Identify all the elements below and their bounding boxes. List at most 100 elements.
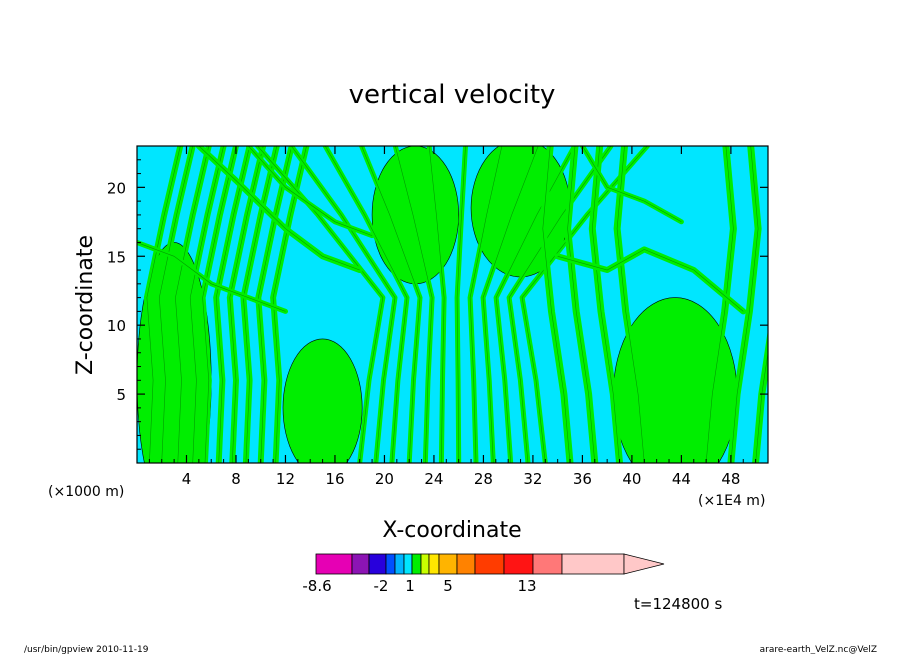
colorbar-label: -2 <box>374 577 389 595</box>
contour-line <box>324 146 408 463</box>
contour-line <box>616 146 645 463</box>
positive-band <box>519 146 650 463</box>
contour-line <box>591 146 620 463</box>
positive-band <box>480 146 541 463</box>
colorbar-label: 1 <box>405 577 415 595</box>
x-tick-label: 28 <box>474 470 493 488</box>
positive-band <box>564 146 599 463</box>
y-tick-label: 20 <box>107 179 126 197</box>
colorbar-segment <box>503 553 534 575</box>
contour-line <box>202 146 237 463</box>
colorbar-segment <box>394 553 405 575</box>
contour-line <box>361 146 421 463</box>
colorbar-extend-arrow <box>623 553 665 575</box>
contour-line <box>146 146 181 463</box>
contour-line <box>257 146 384 463</box>
x-tick-label: 8 <box>231 470 241 488</box>
positive-band <box>752 329 768 463</box>
y-tick-label: 10 <box>107 317 126 335</box>
x-tick-label: 20 <box>375 470 394 488</box>
contour-line <box>730 146 759 463</box>
positive-band <box>426 146 447 463</box>
positive-band <box>137 240 288 314</box>
colorbar-segment <box>428 553 440 575</box>
colorbar-segment <box>368 553 387 575</box>
positive-band <box>454 146 468 463</box>
positive-band <box>392 146 435 463</box>
y-tick-label: 5 <box>116 386 126 404</box>
plot-area <box>136 145 769 464</box>
positive-band <box>322 146 410 463</box>
contour-line <box>158 146 193 463</box>
footer-right: arare-earth_VelZ.nc@VelZ <box>760 645 877 654</box>
positive-band <box>255 146 295 463</box>
contour-line <box>229 146 264 463</box>
positive-band <box>187 146 227 463</box>
colorbar-segment <box>474 553 505 575</box>
velocity-field <box>137 146 768 463</box>
x-tick-label: 32 <box>523 470 542 488</box>
contour-line <box>755 350 768 463</box>
y-axis: 5 10 15 20 <box>107 159 768 450</box>
positive-band <box>554 246 747 315</box>
positive-band <box>199 146 239 463</box>
contour-line <box>248 146 373 236</box>
colorbar-segment <box>532 553 563 575</box>
positive-band <box>613 146 648 463</box>
contour-line <box>215 146 250 463</box>
colorbar-segment <box>315 553 353 575</box>
colorbar-labels: -8.6 -2 1 5 13 <box>302 577 536 595</box>
contour-line <box>482 146 539 463</box>
colorbar-segment <box>438 553 458 575</box>
positive-band <box>213 146 253 463</box>
colorbar-segment <box>420 553 430 575</box>
contour-line <box>582 146 682 223</box>
positive-band <box>588 146 623 463</box>
positive-band <box>143 146 184 463</box>
x-tick-label: 44 <box>672 470 691 488</box>
positive-band <box>727 146 762 463</box>
x-unit-right: (×1E4 m) <box>698 493 765 509</box>
colorbar-segment <box>561 553 625 575</box>
x-axis: 4 8 12 16 20 24 28 32 36 40 44 48 <box>148 146 757 488</box>
contour-line <box>456 146 466 463</box>
contour-line <box>705 146 734 463</box>
contour-line <box>567 146 596 463</box>
contour-line <box>557 249 744 312</box>
colorbar-segment <box>411 553 422 575</box>
x-axis-label: X-coordinate <box>382 518 521 543</box>
contour-line <box>175 146 210 463</box>
x-tick-label: 24 <box>424 470 443 488</box>
footer-left: /usr/bin/gpview 2010-11-19 <box>24 645 149 654</box>
positive-band <box>539 146 574 463</box>
contour-line <box>198 146 360 271</box>
positive-band <box>359 146 423 463</box>
positive-band <box>579 146 684 225</box>
contour-line <box>291 146 396 463</box>
colorbar-segment <box>385 553 396 575</box>
positive-band <box>172 146 212 463</box>
x-tick-label: 40 <box>622 470 641 488</box>
positive-band <box>288 146 398 463</box>
positive-band <box>156 146 196 463</box>
time-label: t=124800 s <box>634 595 722 613</box>
positive-band <box>195 146 363 273</box>
contour-line <box>257 146 292 463</box>
contour-line <box>508 146 612 463</box>
contour-line <box>395 146 433 463</box>
contour-line <box>137 242 286 312</box>
colorbar-label: -8.6 <box>302 577 331 595</box>
colorbar-segment <box>351 553 370 575</box>
colorbar-segment <box>456 553 476 575</box>
contour-line <box>542 146 571 463</box>
contour-line <box>189 146 224 463</box>
colorbar-segment <box>403 553 413 575</box>
chart-title: vertical velocity <box>349 80 556 110</box>
positive-band <box>702 146 737 463</box>
positive-cell <box>282 338 363 463</box>
contour-line <box>469 146 503 463</box>
x-tick-label: 48 <box>721 470 740 488</box>
x-unit-left: (×1000 m) <box>48 484 124 500</box>
colorbar-label: 5 <box>443 577 453 595</box>
